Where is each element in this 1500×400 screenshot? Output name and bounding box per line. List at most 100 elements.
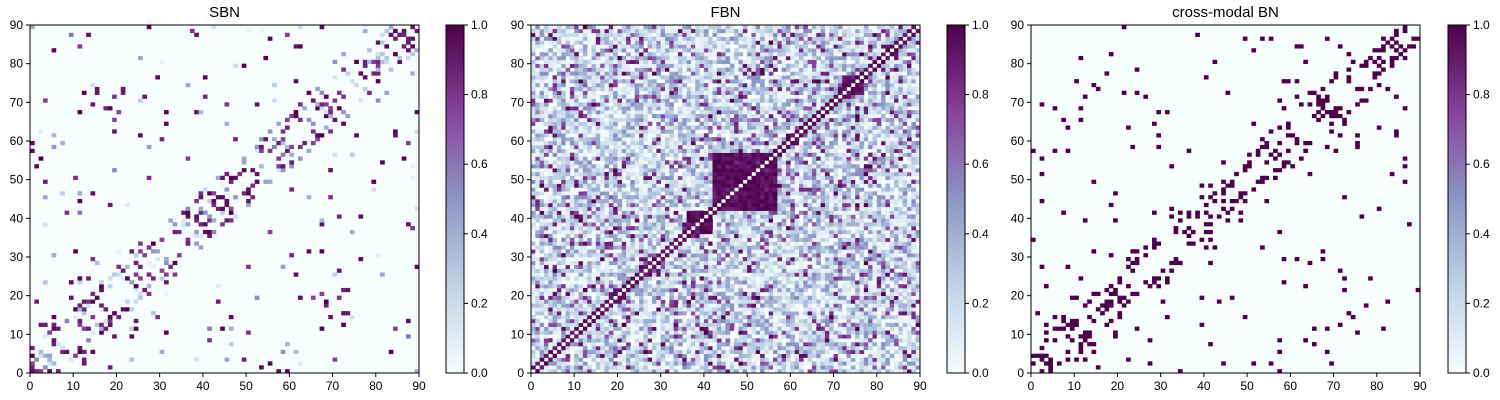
heatmap-cell — [721, 295, 726, 300]
heatmap-cell — [561, 222, 566, 227]
heatmap-cell — [773, 272, 778, 277]
heatmap-cell — [285, 144, 290, 150]
heatmap-cell — [600, 272, 605, 277]
heatmap-cell — [777, 291, 783, 297]
heatmap-cell — [30, 365, 35, 370]
heatmap-cell — [708, 179, 713, 184]
heatmap-cell — [695, 175, 700, 181]
heatmap-cell — [107, 106, 113, 111]
heatmap-cell — [323, 303, 329, 308]
heatmap-cell — [850, 202, 856, 208]
heatmap-cell — [682, 245, 687, 250]
heatmap-cell — [716, 183, 722, 188]
heatmap-cell — [556, 164, 562, 169]
heatmap-cell — [855, 168, 860, 173]
heatmap-cell — [885, 330, 891, 335]
heatmap-cell — [552, 160, 558, 165]
heatmap-cell — [315, 102, 320, 107]
heatmap-cell — [677, 226, 683, 231]
heatmap-cell — [712, 357, 718, 362]
heatmap-cell — [626, 345, 631, 351]
heatmap-cell — [729, 202, 735, 208]
heatmap-cell — [38, 156, 44, 161]
heatmap-cell — [535, 291, 540, 297]
heatmap-cell — [591, 330, 597, 335]
heatmap-cell — [837, 299, 843, 304]
heatmap-cell — [94, 90, 100, 95]
heatmap-cell — [267, 229, 273, 235]
heatmap-cell — [552, 164, 558, 169]
heatmap-cell — [272, 144, 277, 150]
heatmap-cell — [259, 144, 264, 150]
heatmap-cell — [842, 284, 847, 289]
heatmap-cell — [660, 226, 666, 231]
heatmap-cell — [738, 175, 744, 181]
heatmap-cell — [647, 272, 653, 277]
heatmap-cell — [652, 303, 657, 308]
heatmap-cell — [552, 233, 558, 239]
heatmap-cell — [604, 311, 610, 316]
heatmap-cell — [569, 175, 575, 181]
heatmap-cell — [898, 226, 904, 231]
heatmap-cell — [859, 191, 865, 196]
heatmap-cell — [543, 268, 549, 273]
heatmap-cell — [319, 291, 325, 297]
heatmap-cell — [703, 249, 709, 254]
heatmap-cell — [643, 168, 649, 173]
heatmap-cell — [267, 148, 273, 153]
heatmap-cell — [790, 206, 795, 211]
heatmap-cell — [604, 160, 610, 165]
heatmap-cell — [794, 191, 800, 196]
heatmap-cell — [630, 171, 636, 177]
heatmap-cell — [677, 229, 683, 235]
heatmap-cell — [755, 179, 761, 184]
heatmap-cell — [613, 303, 618, 308]
heatmap-cell — [786, 272, 791, 277]
heatmap-cell — [846, 369, 852, 374]
heatmap-cell — [773, 164, 778, 169]
heatmap-cell — [276, 168, 282, 173]
heatmap-cell — [595, 241, 601, 246]
heatmap-cell — [911, 349, 917, 355]
heatmap-cell — [747, 257, 752, 262]
heatmap-cell — [798, 326, 804, 331]
heatmap-cell — [699, 284, 705, 289]
heatmap-cell — [837, 249, 843, 254]
heatmap-cell — [198, 110, 204, 115]
heatmap-cell — [786, 229, 791, 235]
heatmap-cell — [820, 253, 826, 258]
heatmap-cell — [915, 229, 921, 235]
heatmap-cell — [656, 241, 662, 246]
heatmap-cell — [721, 245, 726, 250]
heatmap-cell — [677, 253, 683, 258]
heatmap-cell — [885, 249, 891, 254]
heatmap-cell — [833, 233, 839, 239]
heatmap-cell — [660, 241, 666, 246]
heatmap-cell — [406, 36, 411, 41]
heatmap-cell — [777, 179, 783, 184]
heatmap-cell — [543, 280, 549, 285]
heatmap-cell — [552, 199, 558, 204]
heatmap-cell — [820, 349, 826, 355]
heatmap-cell — [820, 326, 826, 331]
heatmap-cell — [42, 334, 48, 339]
heatmap-cell — [561, 183, 566, 188]
heatmap-cell — [790, 361, 795, 366]
heatmap-cell — [760, 291, 765, 297]
heatmap-cell — [604, 233, 610, 239]
heatmap-cell — [777, 206, 783, 211]
heatmap-cell — [907, 183, 912, 188]
heatmap-cell — [885, 199, 891, 204]
heatmap-cell — [531, 365, 536, 370]
heatmap-cell — [578, 303, 584, 308]
heatmap-cell — [142, 253, 148, 258]
heatmap-cell — [574, 183, 579, 188]
heatmap-cell — [859, 245, 865, 250]
heatmap-cell — [729, 214, 735, 219]
heatmap-cell — [747, 338, 752, 343]
heatmap-cell — [842, 206, 847, 211]
heatmap-cell — [639, 249, 644, 254]
heatmap-cell — [682, 171, 687, 177]
heatmap-cell — [850, 171, 856, 177]
heatmap-cell — [259, 137, 264, 142]
